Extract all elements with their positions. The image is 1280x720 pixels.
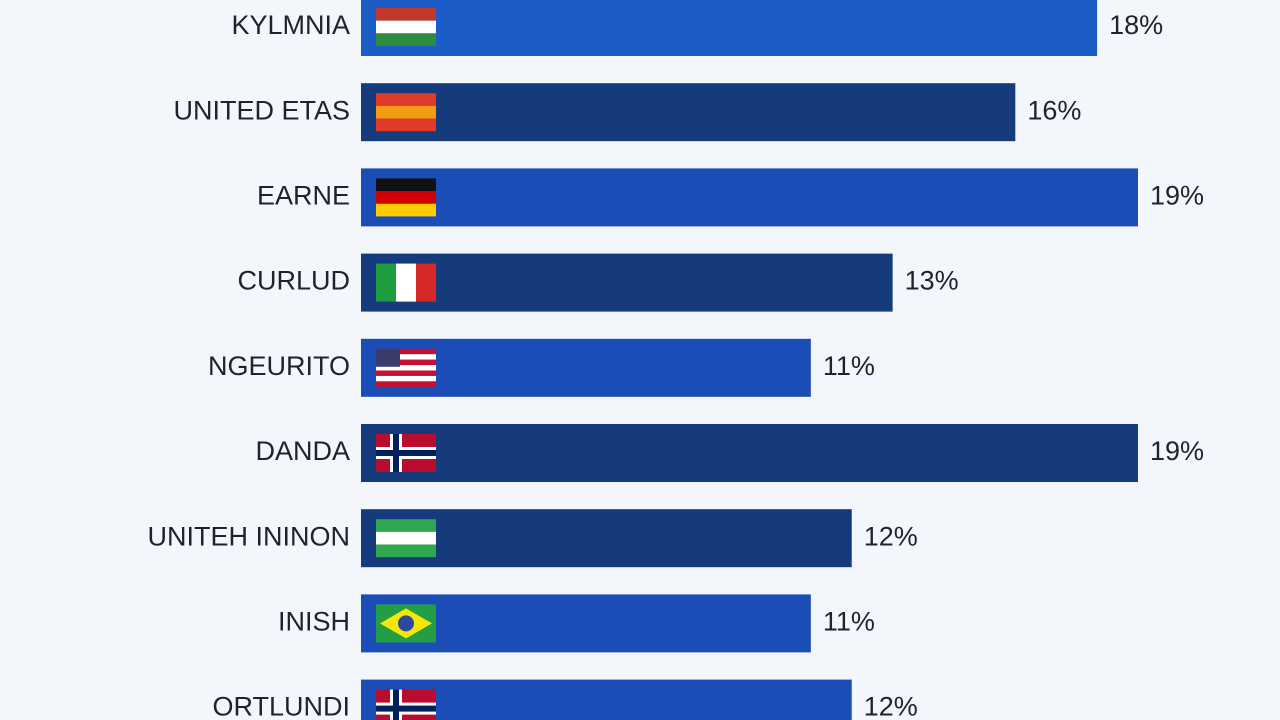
flag-cross [393,689,399,720]
bar [361,83,1016,142]
flag-icon [376,348,436,387]
category-label: KYLMNIA [231,10,350,40]
bar [361,509,852,568]
flag-stripe [376,354,436,360]
flag-stripe [376,365,436,371]
flag-stripe [376,263,396,302]
flag-stripe [376,370,436,376]
flag-globe [398,615,414,632]
category-label: NGEURITO [208,351,350,381]
flag-stripe [376,191,436,204]
value-label: 11% [823,351,875,381]
flag-stripe [376,178,436,192]
flag-icon [376,434,436,472]
bar [361,679,852,720]
flag-stripe [376,8,436,21]
flag-stripe [376,531,436,545]
bar [361,168,1138,227]
flag-icon [376,178,436,217]
flag-stripe [376,381,436,387]
value-label: 16% [1027,95,1081,125]
flag-stripe [376,118,436,132]
flag-stripe [376,203,436,217]
value-label: 19% [1150,436,1204,466]
category-label: DANDA [255,436,350,466]
flag-stripe [376,359,436,366]
flag-stripe [376,20,436,34]
bar [361,253,893,312]
flag-icon [376,263,436,302]
flag-stripe [376,519,436,532]
flag-stripe [396,263,416,302]
flag-icon [376,8,436,46]
category-label: EARNE [257,181,350,211]
flag-stripe [376,33,436,46]
category-label: UNITEH ININON [148,521,351,551]
flag-stripe [376,348,436,355]
value-label: 12% [864,521,918,551]
bar [361,0,1098,56]
flag-stripe [416,263,436,302]
flag-cross [376,705,436,712]
category-label: CURLUD [237,266,350,296]
value-label: 13% [905,266,959,296]
value-label: 18% [1109,10,1163,40]
value-label: 11% [823,607,875,637]
flag-icon [376,93,436,132]
flag-icon [376,519,436,558]
flag-stripe [376,105,436,119]
category-label: UNITED ETAS [173,95,350,125]
bar [361,424,1138,482]
category-label: INISH [278,607,350,637]
flag-cross [376,450,436,456]
value-label: 12% [864,692,918,720]
flag-stripe [376,93,436,106]
flag-icon [376,604,436,643]
flag-stripe [376,375,436,382]
value-label: 19% [1150,181,1204,211]
flag-icon [376,689,436,720]
flag-canton [376,348,400,367]
flag-stripe [376,544,436,558]
category-label: ORTLUNDI [212,692,350,720]
